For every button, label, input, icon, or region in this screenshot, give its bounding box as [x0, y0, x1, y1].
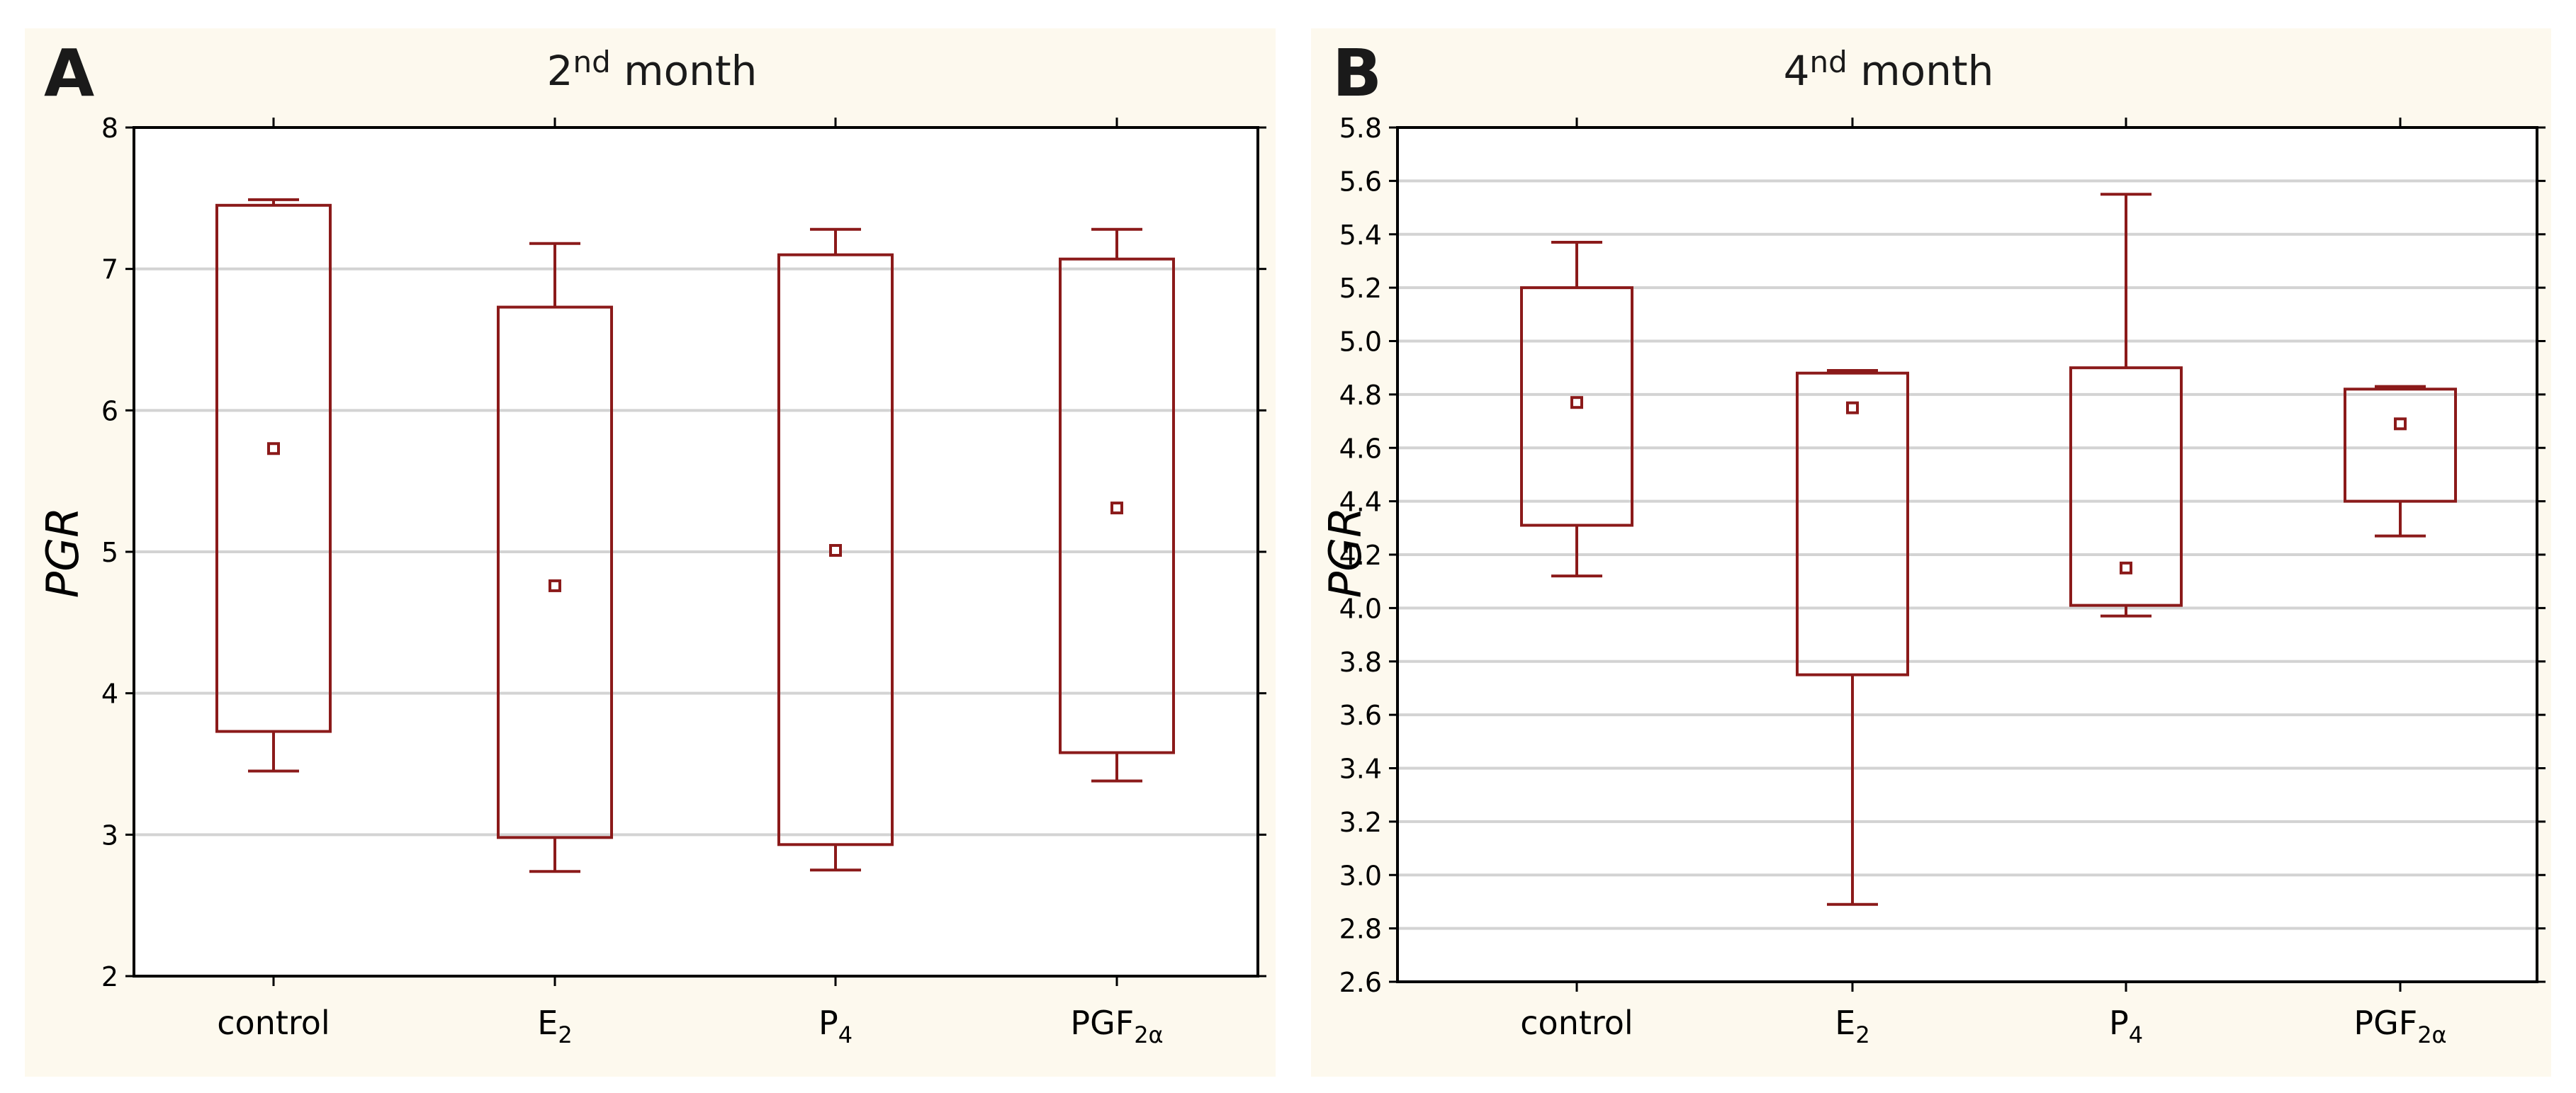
y-tick-label: 4.4 — [1339, 487, 1382, 518]
plot-frame — [133, 126, 1259, 978]
y-axis-label: PGR — [1320, 507, 1371, 599]
y-tick-label: 3.2 — [1339, 807, 1382, 838]
category-label-subscript: 2α — [1134, 1021, 1163, 1048]
category-label: E2 — [537, 1004, 572, 1048]
category-label-subscript: 2 — [558, 1021, 572, 1048]
y-tick-label: 3.8 — [1339, 647, 1382, 678]
box-iqr — [2069, 366, 2183, 607]
y-tick-label: 3.6 — [1339, 700, 1382, 731]
box-4 — [2344, 385, 2457, 538]
box-iqr — [497, 305, 613, 839]
y-tick-label: 5.2 — [1339, 273, 1382, 304]
category-label-subscript: 4 — [838, 1021, 853, 1048]
y-tick-label: 7 — [101, 254, 118, 285]
chart-title: 4nd month — [1784, 45, 1994, 95]
category-label-base: control — [217, 1004, 330, 1042]
chart-title-rest: month — [611, 47, 758, 95]
box-iqr — [2344, 387, 2457, 503]
category-label: P4 — [819, 1004, 853, 1048]
y-tick-label: 2.8 — [1339, 914, 1382, 945]
y-tick-label: 3.4 — [1339, 754, 1382, 785]
panel-letter: B — [1332, 35, 1382, 111]
category-label-base: P — [819, 1004, 838, 1042]
median-marker — [549, 579, 561, 592]
median-marker — [1846, 401, 1859, 414]
chart-title-number: 4 — [1784, 47, 1810, 95]
category-label: control — [1520, 1004, 1633, 1042]
y-tick-label: 8 — [101, 113, 118, 144]
box-1 — [1520, 241, 1633, 578]
box-iqr — [215, 203, 332, 733]
median-marker — [1570, 396, 1583, 409]
y-tick-label: 2 — [101, 961, 118, 992]
chart-title: 2nd month — [547, 45, 758, 95]
y-tick-label: 4.0 — [1339, 593, 1382, 624]
y-tick-label: 5.6 — [1339, 166, 1382, 197]
category-label-base: PGF — [2353, 1004, 2417, 1042]
median-marker — [267, 442, 280, 455]
chart-title-superscript: nd — [573, 45, 610, 79]
chart-title-superscript: nd — [1809, 45, 1847, 79]
y-axis-label: PGR — [37, 507, 89, 599]
y-tick-label: 5.4 — [1339, 220, 1382, 251]
median-marker — [2120, 561, 2132, 574]
box-3 — [777, 227, 894, 872]
box-2 — [497, 242, 613, 873]
category-label-base: P — [2109, 1004, 2129, 1042]
category-label-base: E — [537, 1004, 558, 1042]
y-tick-label: 5 — [101, 537, 118, 568]
category-label: P4 — [2109, 1004, 2143, 1048]
y-tick-label: 4.2 — [1339, 540, 1382, 571]
box-4 — [1059, 227, 1175, 783]
category-label-base: E — [1835, 1004, 1855, 1042]
y-tick-label: 4.8 — [1339, 380, 1382, 411]
category-label: control — [217, 1004, 330, 1042]
y-tick-label: 3.0 — [1339, 860, 1382, 891]
chart-panel-b: B 4nd monthPGR2.62.83.03.23.43.63.84.04.2… — [1311, 28, 2551, 1077]
box-iqr — [1059, 257, 1175, 754]
plot-frame — [1396, 126, 2538, 983]
median-marker — [2394, 417, 2407, 431]
y-tick-label: 6 — [101, 395, 118, 426]
box-3 — [2069, 193, 2183, 618]
category-label-subscript: 4 — [2129, 1021, 2143, 1048]
chart-title-rest: month — [1847, 47, 1994, 95]
chart-title-number: 2 — [547, 47, 573, 95]
box-1 — [215, 198, 332, 773]
median-marker — [829, 544, 842, 557]
box-iqr — [1520, 286, 1633, 527]
y-tick-label: 4.6 — [1339, 433, 1382, 464]
y-tick-label: 4 — [101, 679, 118, 710]
y-tick-label: 5.8 — [1339, 113, 1382, 144]
median-marker — [1110, 502, 1123, 515]
box-iqr — [777, 253, 894, 846]
box-iqr — [1796, 371, 1909, 676]
category-label: PGF2α — [1070, 1004, 1163, 1048]
category-label-base: PGF — [1070, 1004, 1134, 1042]
box-2 — [1796, 368, 1909, 906]
y-tick-label: 2.6 — [1339, 967, 1382, 998]
y-tick-label: 5.0 — [1339, 327, 1382, 358]
category-label-subscript: 2 — [1855, 1021, 1869, 1048]
category-label: E2 — [1835, 1004, 1869, 1048]
category-label: PGF2α — [2353, 1004, 2446, 1048]
category-label-subscript: 2α — [2417, 1021, 2446, 1048]
y-tick-label: 3 — [101, 820, 118, 851]
panel-letter: A — [44, 35, 94, 111]
category-label-base: control — [1520, 1004, 1633, 1042]
